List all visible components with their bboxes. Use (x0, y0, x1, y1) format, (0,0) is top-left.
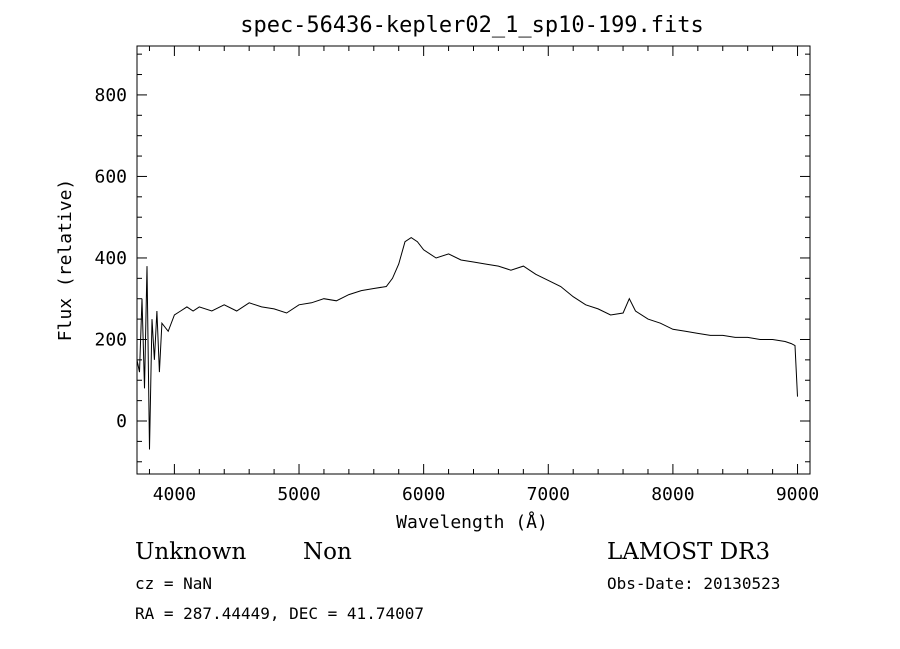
x-tick-label: 5000 (277, 484, 320, 505)
x-tick-label: 9000 (776, 484, 819, 505)
redshift-label: cz = NaN (135, 574, 212, 593)
y-axis-ticks (137, 53, 810, 463)
y-tick-label: 600 (94, 166, 127, 187)
x-tick-label: 4000 (153, 484, 196, 505)
y-axis-label: Flux (relative) (55, 179, 76, 342)
object-class-label: Non (303, 539, 352, 565)
obs-date-label: Obs-Date: 20130523 (607, 574, 780, 593)
chart-title: spec-56436-kepler02_1_sp10-199.fits (240, 13, 704, 38)
y-tick-label: 400 (94, 248, 127, 269)
y-tick-label: 200 (94, 329, 127, 350)
y-axis-tick-labels: 0 200 400 600 800 (94, 85, 127, 432)
x-axis-label: Wavelength (Å) (396, 511, 548, 533)
x-tick-label: 8000 (651, 484, 694, 505)
object-type-label: Unknown (135, 539, 246, 565)
x-axis-ticks (148, 46, 799, 474)
flux-series-line (136, 237, 798, 450)
x-tick-label: 7000 (527, 484, 570, 505)
y-tick-label: 800 (94, 85, 127, 106)
y-tick-label: 0 (116, 411, 127, 432)
x-axis-tick-labels: 4000 5000 6000 7000 8000 9000 (153, 484, 820, 505)
plot-frame (136, 45, 811, 475)
x-tick-label: 6000 (402, 484, 445, 505)
survey-label: LAMOST DR3 (607, 539, 770, 565)
coordinates-label: RA = 287.44449, DEC = 41.74007 (135, 604, 424, 623)
